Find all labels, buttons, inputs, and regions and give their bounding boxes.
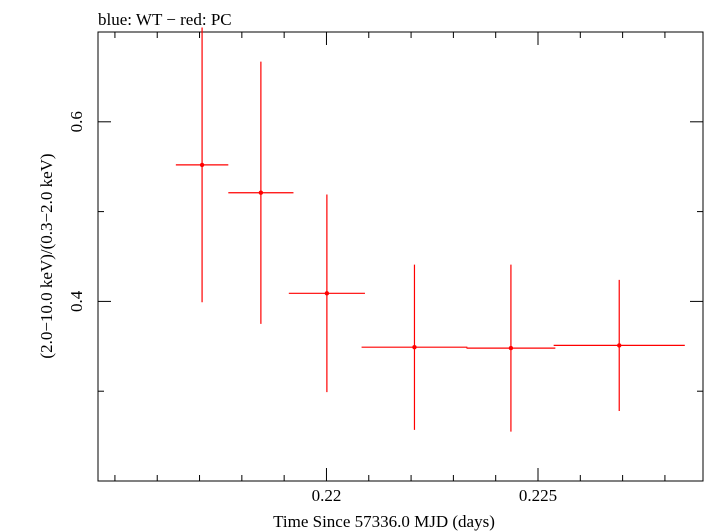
x-axis-label: Time Since 57336.0 MJD (days) (273, 512, 495, 531)
y-axis: 0.4 0.6 (67, 111, 703, 392)
x-tick-label: 0.225 (519, 486, 557, 505)
chart-title: blue: WT − red: PC (98, 10, 232, 29)
x-tick-label: 0.22 (312, 486, 342, 505)
data-point (258, 190, 264, 195)
data-point (412, 344, 417, 350)
data-point (508, 345, 514, 351)
plot-frame (97, 31, 704, 482)
data-point (617, 343, 622, 348)
y-axis-label: (2.0−10.0 keV)/(0.3−2.0 keV) (37, 153, 56, 358)
data-point (324, 291, 330, 296)
x-axis: 0.22 0.225 (114, 32, 666, 505)
data-point (199, 162, 205, 168)
data-series (175, 27, 685, 432)
y-tick-label: 0.4 (67, 290, 86, 312)
y-tick-label: 0.6 (67, 111, 86, 132)
